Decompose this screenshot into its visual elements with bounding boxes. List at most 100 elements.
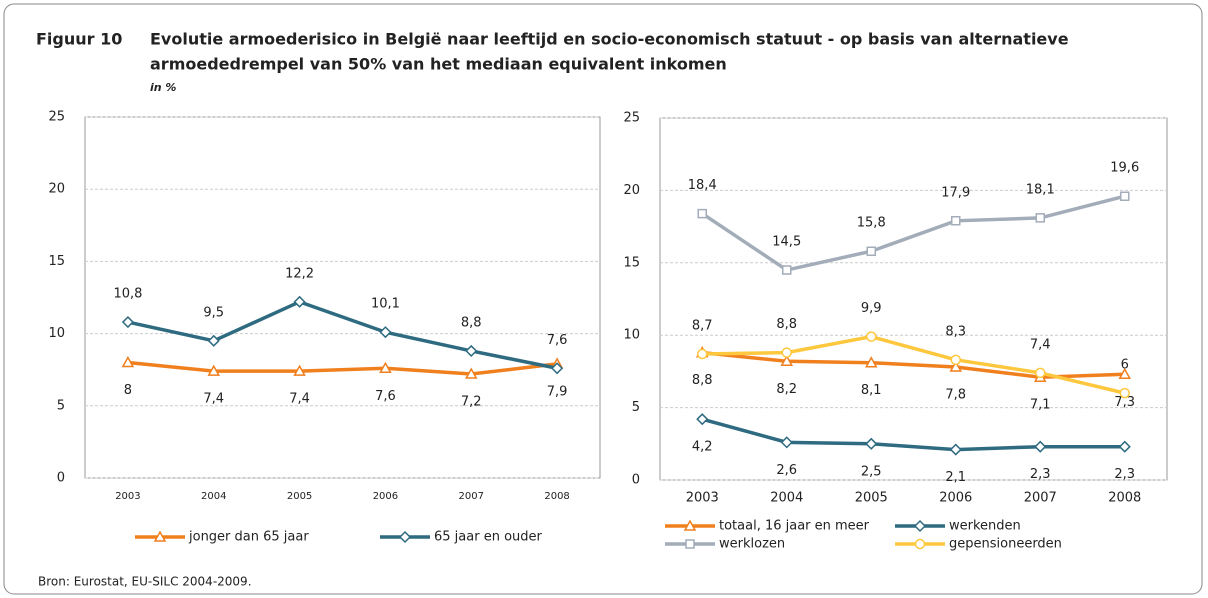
marker bbox=[780, 354, 794, 367]
y-tick-label: 15 bbox=[623, 255, 640, 270]
data-label: 17,9 bbox=[941, 185, 970, 200]
unit: in % bbox=[150, 81, 176, 94]
data-label: 18,4 bbox=[688, 178, 717, 193]
marker bbox=[464, 367, 478, 379]
x-tick-label: 2003 bbox=[686, 491, 719, 506]
line bbox=[701, 417, 1125, 452]
data-label: 7,4 bbox=[203, 392, 224, 407]
data-label: 7,4 bbox=[1030, 337, 1051, 352]
data-label: 7,3 bbox=[1114, 395, 1135, 410]
data-label: 2,6 bbox=[776, 463, 797, 478]
y-tick-label: 15 bbox=[48, 254, 65, 269]
marker bbox=[866, 246, 876, 256]
marker bbox=[865, 437, 878, 450]
marker bbox=[551, 362, 564, 375]
legend-label: werklozen bbox=[719, 537, 785, 552]
y-tick-label: 25 bbox=[48, 110, 65, 125]
marker bbox=[697, 348, 708, 360]
data-label: 14,5 bbox=[772, 235, 801, 250]
legend-label: 65 jaar en ouder bbox=[434, 530, 543, 545]
figure-title: armoededrempel van 50% van het mediaan e… bbox=[150, 55, 727, 74]
legend-label: gepensioneerden bbox=[949, 537, 1062, 552]
y-tick-label: 10 bbox=[48, 326, 65, 341]
marker bbox=[949, 443, 962, 456]
marker bbox=[379, 361, 392, 374]
data-label: 2,1 bbox=[945, 470, 966, 485]
marker bbox=[780, 436, 793, 449]
marker bbox=[696, 413, 709, 426]
marker bbox=[1034, 440, 1047, 453]
marker bbox=[697, 208, 707, 219]
source: Bron: Eurostat, EU-SILC 2004-2009. bbox=[38, 575, 252, 589]
data-label: 7,2 bbox=[461, 395, 482, 410]
marker bbox=[121, 315, 134, 329]
legend-marker bbox=[913, 519, 927, 533]
x-tick-label: 2005 bbox=[855, 491, 888, 506]
data-label: 18,1 bbox=[1026, 182, 1055, 197]
x-tick-label: 2005 bbox=[287, 491, 312, 502]
legend-label: werkenden bbox=[949, 519, 1021, 534]
data-label: 15,8 bbox=[857, 216, 886, 231]
marker bbox=[782, 265, 792, 275]
marker bbox=[1119, 387, 1130, 399]
legend-marker bbox=[683, 519, 697, 531]
marker bbox=[1035, 367, 1046, 379]
data-label: 7,4 bbox=[289, 392, 310, 407]
data-label: 4,2 bbox=[692, 440, 713, 455]
data-label: 8,1 bbox=[861, 383, 882, 398]
marker bbox=[866, 331, 877, 342]
x-tick-label: 2008 bbox=[544, 491, 569, 502]
marker bbox=[293, 295, 306, 308]
y-tick-label: 25 bbox=[623, 111, 640, 126]
data-label: 8,8 bbox=[461, 315, 482, 330]
data-label: 10,8 bbox=[113, 287, 142, 302]
data-label: 7,8 bbox=[945, 388, 966, 403]
data-label: 9,5 bbox=[203, 305, 224, 320]
figure-label: Figuur 10 bbox=[36, 30, 122, 49]
y-tick-label: 10 bbox=[623, 328, 640, 343]
x-tick-label: 2007 bbox=[1024, 491, 1057, 506]
data-label: 19,6 bbox=[1110, 161, 1139, 176]
line bbox=[701, 194, 1126, 272]
data-label: 7,6 bbox=[375, 389, 396, 404]
figure-title: Evolutie armoederisico in België naar le… bbox=[150, 30, 1069, 49]
plot-area bbox=[659, 117, 1168, 481]
marker bbox=[465, 344, 478, 357]
marker bbox=[781, 347, 792, 358]
y-tick-label: 0 bbox=[57, 471, 65, 486]
data-label: 8,8 bbox=[692, 373, 713, 388]
marker bbox=[864, 356, 878, 368]
data-label: 8,2 bbox=[776, 382, 797, 397]
marker bbox=[1120, 191, 1130, 201]
line bbox=[127, 299, 558, 370]
legend-label: jonger dan 65 jaar bbox=[188, 530, 309, 545]
y-tick-label: 5 bbox=[57, 398, 65, 413]
x-tick-label: 2008 bbox=[1108, 491, 1141, 506]
data-label: 2,3 bbox=[1114, 467, 1135, 482]
x-tick-label: 2007 bbox=[459, 491, 484, 502]
x-tick-label: 2004 bbox=[770, 491, 803, 506]
legend-marker bbox=[685, 539, 695, 549]
marker bbox=[379, 326, 392, 339]
line bbox=[127, 360, 558, 376]
y-tick-label: 5 bbox=[632, 400, 640, 415]
data-label: 7,1 bbox=[1030, 398, 1051, 413]
x-tick-label: 2003 bbox=[115, 491, 140, 502]
marker bbox=[207, 364, 221, 376]
data-label: 8,8 bbox=[776, 317, 797, 332]
x-tick-label: 2006 bbox=[373, 491, 398, 502]
marker bbox=[293, 364, 306, 376]
x-tick-label: 2006 bbox=[939, 491, 972, 506]
y-tick-label: 20 bbox=[623, 183, 640, 198]
legend-marker bbox=[153, 530, 167, 542]
marker bbox=[1118, 440, 1131, 453]
line bbox=[702, 334, 1126, 395]
y-tick-label: 0 bbox=[632, 473, 640, 488]
data-label: 8,3 bbox=[945, 324, 966, 339]
marker bbox=[121, 355, 135, 368]
data-label: 2,3 bbox=[1030, 467, 1051, 482]
marker bbox=[951, 216, 961, 226]
marker bbox=[1035, 213, 1045, 223]
marker bbox=[950, 354, 961, 366]
